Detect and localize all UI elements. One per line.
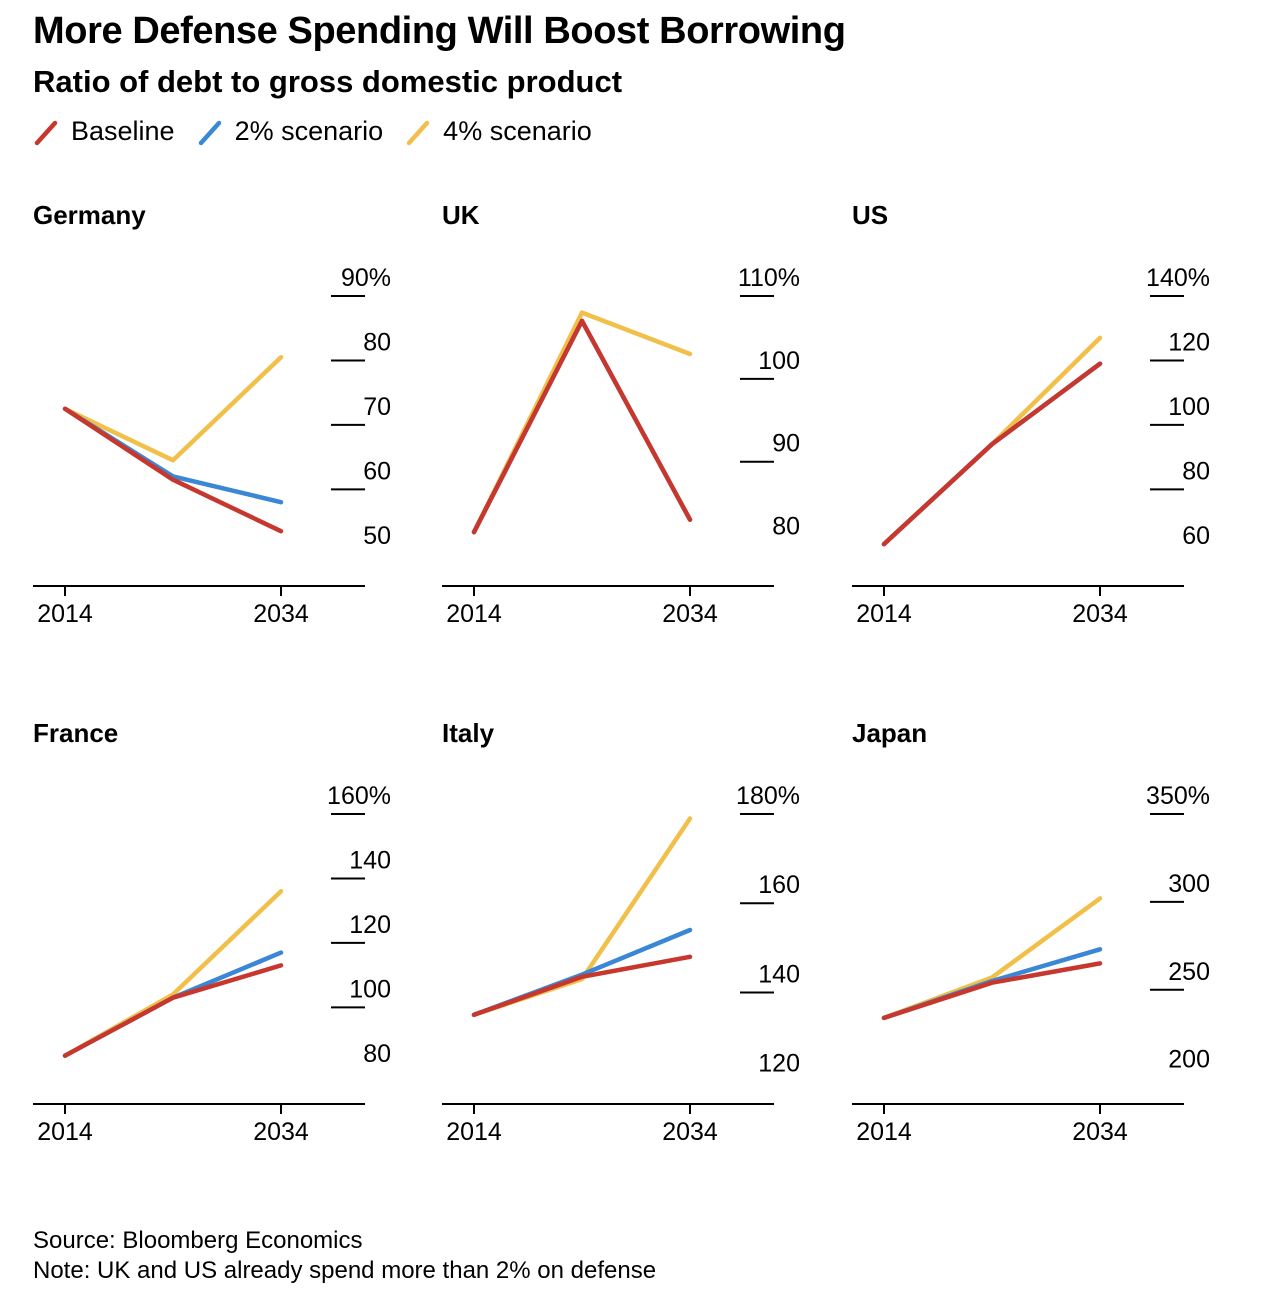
series-line-baseline — [471, 954, 693, 1018]
y-tick-label: 60 — [1182, 522, 1210, 550]
panel-title: US — [852, 200, 889, 230]
y-tick-label: 140 — [758, 960, 800, 988]
x-tick-label: 2014 — [856, 600, 912, 628]
y-tick-label: 120 — [758, 1050, 800, 1078]
panel-uk: UK 80 90 100 110% 2014 2034 — [442, 200, 802, 640]
plot-uk: 80 90 100 110% 2014 2034 — [442, 264, 800, 628]
y-tick-label: 90% — [341, 264, 391, 292]
y-tick-label: 180% — [736, 782, 800, 810]
x-tick-label: 2034 — [662, 600, 718, 628]
y-tick-label: 80 — [363, 328, 391, 356]
series-line-4-scenario — [471, 816, 693, 1018]
y-tick-label: 200 — [1168, 1046, 1210, 1074]
series-line-2-scenario — [471, 318, 693, 535]
series-line-baseline — [62, 406, 284, 534]
y-tick-label: 100 — [758, 347, 800, 375]
y-tick-label: 160 — [758, 871, 800, 899]
y-tick-label: 80 — [363, 1040, 391, 1068]
legend: Baseline 2% scenario 4% scenario — [33, 116, 614, 147]
x-tick-label: 2034 — [662, 1118, 718, 1146]
y-tick-label: 120 — [1168, 328, 1210, 356]
plot-germany: 50 60 70 80 90% 2014 2034 — [33, 264, 391, 628]
panel-title: Germany — [33, 200, 146, 230]
x-tick-label: 2014 — [446, 600, 502, 628]
y-tick-label: 70 — [363, 393, 391, 421]
source-note: Source: Bloomberg Economics — [33, 1227, 363, 1254]
series-line-4-scenario — [62, 354, 284, 463]
y-tick-label: 140% — [1146, 264, 1210, 292]
panel-title: Italy — [442, 718, 495, 748]
plot-italy: 120 140 160 180% 2014 2034 — [442, 782, 800, 1146]
y-tick-label: 90 — [772, 430, 800, 458]
y-tick-label: 50 — [363, 522, 391, 550]
series-line-4-scenario — [471, 310, 693, 535]
y-tick-label: 100 — [349, 975, 391, 1003]
footer: Source: Bloomberg Economics Note: UK and… — [33, 1226, 656, 1286]
legend-label-2pct: 2% scenario — [234, 116, 384, 146]
x-tick-label: 2014 — [446, 1118, 502, 1146]
legend-swatch-2pct — [198, 120, 221, 145]
panel-title: Japan — [852, 718, 928, 748]
legend-item-baseline: Baseline — [33, 116, 175, 147]
legend-label-4pct: 4% scenario — [443, 116, 592, 146]
y-tick-label: 120 — [349, 911, 391, 939]
panel-japan: Japan 200 250 300 350% 2014 2034 — [852, 718, 1212, 1158]
panel-title: France — [33, 718, 119, 748]
y-tick-label: 350% — [1146, 782, 1210, 810]
x-tick-label: 2034 — [1072, 600, 1128, 628]
series-line-baseline — [471, 318, 693, 535]
x-tick-label: 2014 — [37, 600, 93, 628]
legend-label-baseline: Baseline — [71, 116, 175, 146]
x-tick-label: 2034 — [1072, 1118, 1128, 1146]
footnote: Note: UK and US already spend more than … — [33, 1257, 657, 1284]
plot-france: 80 100 120 140 160% 2014 2034 — [33, 782, 391, 1146]
series-line-baseline — [881, 361, 1103, 547]
y-tick-label: 300 — [1168, 870, 1210, 898]
x-tick-label: 2034 — [253, 1118, 309, 1146]
y-tick-label: 80 — [772, 513, 800, 541]
y-tick-label: 60 — [363, 457, 391, 485]
y-tick-label: 250 — [1168, 958, 1210, 986]
series-line-baseline — [62, 963, 284, 1058]
x-tick-label: 2014 — [856, 1118, 912, 1146]
y-tick-label: 110% — [738, 264, 800, 292]
panel-germany: Germany 50 60 70 80 90% 2014 2034 — [33, 200, 393, 640]
panel-title: UK — [442, 200, 480, 230]
x-tick-label: 2014 — [37, 1118, 93, 1146]
legend-item-4pct: 4% scenario — [405, 116, 592, 147]
legend-swatch-baseline — [34, 120, 58, 145]
legend-item-2pct: 2% scenario — [197, 116, 384, 147]
plot-us: 60 80 100 120 140% 2014 2034 — [852, 264, 1210, 628]
plot-japan: 200 250 300 350% 2014 2034 — [852, 782, 1210, 1146]
y-tick-label: 100 — [1168, 393, 1210, 421]
y-tick-label: 140 — [349, 846, 391, 874]
panel-us: US 60 80 100 120 140% 2014 2034 — [852, 200, 1212, 640]
chart-subtitle: Ratio of debt to gross domestic product — [33, 64, 623, 99]
y-tick-label: 80 — [1182, 457, 1210, 485]
series-line-baseline — [881, 961, 1103, 1021]
y-tick-label: 160% — [327, 782, 391, 810]
legend-swatch-4pct — [406, 120, 430, 145]
panel-france: France 80 100 120 140 160% 2014 2034 — [33, 718, 393, 1158]
x-tick-label: 2034 — [253, 600, 309, 628]
panel-italy: Italy 120 140 160 180% 2014 2034 — [442, 718, 802, 1158]
chart-title: More Defense Spending Will Boost Borrowi… — [33, 10, 846, 52]
